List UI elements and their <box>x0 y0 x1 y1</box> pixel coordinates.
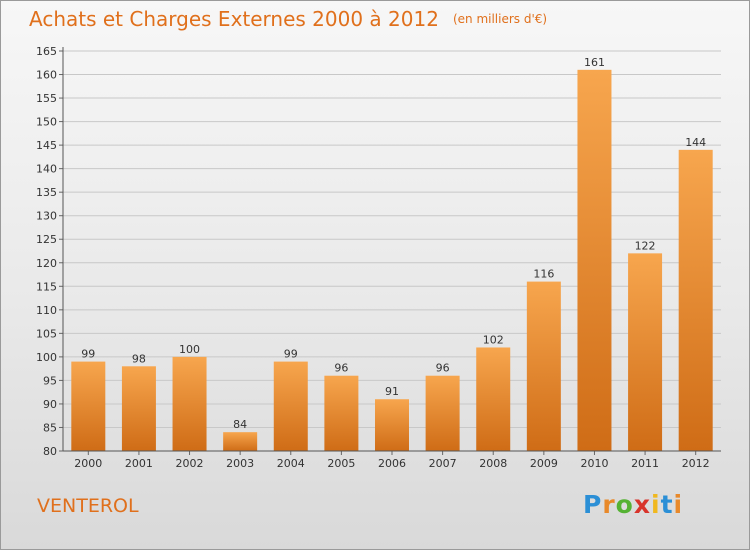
logo-letter: i <box>673 490 684 519</box>
x-tick-label: 2002 <box>176 457 204 470</box>
x-tick-label: 2000 <box>74 457 102 470</box>
bar <box>375 399 409 451</box>
logo-letter: t <box>660 490 674 519</box>
x-tick-label: 2012 <box>682 457 710 470</box>
data-label: 98 <box>132 352 146 365</box>
bar <box>628 253 663 451</box>
data-label: 161 <box>584 56 605 69</box>
y-tick-label: 105 <box>36 327 57 340</box>
y-tick-label: 95 <box>43 374 57 387</box>
bar <box>476 347 511 451</box>
y-tick-label: 120 <box>36 257 57 270</box>
data-label: 84 <box>233 418 247 431</box>
x-tick-label: 2011 <box>631 457 659 470</box>
axes <box>62 47 721 452</box>
x-tick-label: 2004 <box>277 457 305 470</box>
chart-unit: (en milliers d'€) <box>452 12 548 26</box>
x-tick-label: 2010 <box>580 457 608 470</box>
data-label: 99 <box>81 348 95 361</box>
data-label: 99 <box>284 348 298 361</box>
bars <box>71 69 713 451</box>
chart-title-text: Achats et Charges Externes 2000 à 2012 <box>29 7 439 31</box>
x-tick-label: 2005 <box>327 457 355 470</box>
bar <box>273 361 308 451</box>
y-tick-label: 145 <box>36 139 57 152</box>
data-label: 116 <box>533 268 554 281</box>
data-label: 96 <box>436 362 450 375</box>
y-tick-label: 150 <box>36 116 57 129</box>
data-label: 91 <box>385 385 399 398</box>
logo-letter: P <box>583 490 603 519</box>
bar <box>577 69 612 451</box>
bar <box>121 366 156 451</box>
data-label: 96 <box>334 362 348 375</box>
x-tick-label: 2009 <box>530 457 558 470</box>
y-tick-label: 115 <box>36 280 57 293</box>
bar <box>324 375 359 451</box>
x-tick-label: 2003 <box>226 457 254 470</box>
bar <box>425 375 460 451</box>
data-label: 122 <box>635 239 656 252</box>
logo-letter: r <box>602 490 616 519</box>
y-tick-label: 135 <box>36 186 57 199</box>
bar <box>678 149 713 451</box>
bar <box>223 432 258 451</box>
chart-title: Achats et Charges Externes 2000 à 2012 (e… <box>29 7 547 31</box>
bar <box>172 356 207 451</box>
y-tick-label: 165 <box>36 45 57 58</box>
data-label: 144 <box>685 136 706 149</box>
y-tick-label: 140 <box>36 163 57 176</box>
logo-letter: o <box>615 490 634 519</box>
y-tick-label: 155 <box>36 92 57 105</box>
y-tick-label: 125 <box>36 233 57 246</box>
y-tick-label: 160 <box>36 69 57 82</box>
y-tick-label: 90 <box>43 398 57 411</box>
data-labels: 99 98 100 84 99 96 91 96 102 116 161 122 144 <box>81 56 706 431</box>
commune-name: VENTEROL <box>37 495 139 517</box>
x-axis-ticks: 2000 2001 2002 2003 2004 2005 2006 2007 2008 2009… <box>74 451 710 470</box>
x-tick-label: 2001 <box>125 457 153 470</box>
logo-letter: i <box>651 490 661 519</box>
x-tick-label: 2008 <box>479 457 507 470</box>
y-axis-ticks: 80 85 90 95 100 105 110 115 120 125 130 135 140 145 15… <box>36 45 63 458</box>
logo-letter: x <box>633 490 651 519</box>
y-tick-label: 100 <box>36 351 57 364</box>
x-tick-label: 2007 <box>429 457 457 470</box>
y-tick-label: 85 <box>43 421 57 434</box>
bar <box>71 361 106 451</box>
y-tick-label: 130 <box>36 210 57 223</box>
bar <box>526 281 561 451</box>
proxiti-logo: Proxiti <box>583 490 683 519</box>
y-tick-label: 80 <box>43 445 57 458</box>
x-tick-label: 2006 <box>378 457 406 470</box>
data-label: 102 <box>483 333 504 346</box>
y-tick-label: 110 <box>36 304 57 317</box>
data-label: 100 <box>179 343 200 356</box>
